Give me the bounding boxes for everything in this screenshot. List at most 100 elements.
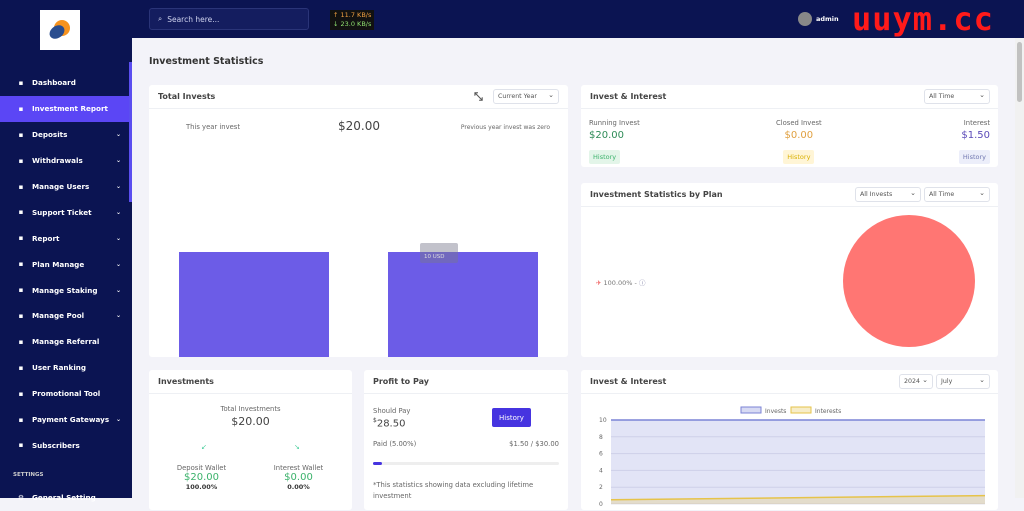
card-title: Invest & Interest — [590, 377, 667, 386]
area-chart: 10 8 6 4 2 0 Invests Interests — [599, 406, 986, 508]
sidebar-item-deposits[interactable]: ▪ Deposits ⌄ — [0, 122, 129, 148]
interest-history-button[interactable]: History — [958, 150, 990, 164]
chevron-down-icon: ⌄ — [115, 157, 121, 165]
settings-heading: SETTINGS — [13, 472, 44, 478]
chevron-down-icon: ⌄ — [115, 131, 121, 139]
sidebar-item-label: Manage Users — [32, 182, 90, 191]
legend-label: Interests — [815, 408, 841, 415]
bar-chart-icon: ▪ — [18, 104, 24, 113]
chevron-down-icon: ⌄ — [115, 208, 121, 216]
statistics-note: *This statistics showing data excluding … — [373, 481, 534, 500]
sidebar-item-investment-report[interactable]: ▪ Investment Report — [0, 95, 129, 122]
sidebar: ▪ Dashboard ▪ Investment Report ▪ Deposits ⌄ ▪ W… — [0, 0, 132, 502]
credit-card-icon: ▪ — [18, 415, 24, 424]
clipboard-icon: ▪ — [18, 260, 24, 269]
legend-text: 100.00% - — [603, 279, 637, 287]
sidebar-nav: ▪ Dashboard ▪ Investment Report ▪ Deposits ⌄ ▪ W… — [0, 70, 129, 458]
invest-interest-chart-card: Invest & Interest 2024 July 10 8 6 4 2 0 Inves… — [581, 370, 998, 510]
card-title: Invest & Interest — [590, 92, 667, 101]
sidebar-item-promotional-tool[interactable]: ▪ Promotional Tool — [0, 381, 129, 407]
sidebar-item-user-ranking[interactable]: ▪ User Ranking — [0, 355, 129, 381]
sidebar-item-manage-referral[interactable]: ▪ Manage Referral — [0, 329, 129, 355]
page-scrollbar[interactable] — [1015, 38, 1024, 498]
closed-value: $0.00 — [784, 130, 814, 141]
sidebar-item-label: Report — [32, 233, 60, 243]
ad-icon: ▪ — [18, 389, 24, 398]
pie-legend: ✈ 100.00% - ⓘ — [596, 277, 645, 287]
sidebar-item-label: Support Ticket — [32, 207, 92, 217]
sidebar-item-dashboard[interactable]: ▪ Dashboard — [0, 70, 129, 96]
chevron-down-icon: ⌄ — [115, 260, 121, 268]
info-icon: ⓘ — [638, 279, 646, 287]
bar[interactable] — [179, 252, 329, 357]
search-input[interactable]: ⌕ Search here... — [149, 8, 309, 30]
period-select[interactable]: All Time — [924, 89, 990, 104]
ticket-icon: ▪ — [18, 208, 24, 217]
arrow-down-left-icon: ↙ — [201, 443, 207, 451]
sidebar-item-plan-manage[interactable]: ▪ Plan Manage ⌄ — [0, 251, 129, 277]
sidebar-item-label: Manage Referral — [32, 337, 100, 347]
arrow-down-right-icon: ↘ — [294, 443, 300, 451]
interest-wallet-label: Interest Wallet — [273, 464, 324, 472]
bank-icon: ▪ — [18, 156, 24, 165]
chevron-down-icon: ⌄ — [115, 234, 121, 242]
sidebar-item-label: Withdrawals — [32, 156, 83, 166]
legend-swatch — [790, 406, 812, 414]
sidebar-scrollbar[interactable] — [129, 62, 132, 202]
avatar[interactable] — [798, 12, 812, 26]
sidebar-item-manage-staking[interactable]: ▪ Manage Staking ⌄ — [0, 277, 129, 303]
network-speed-overlay: ↑ 11.7 KB/s ↓ 23.0 KB/s — [330, 10, 375, 30]
search-placeholder: Search here... — [167, 14, 220, 24]
chevron-down-icon: ⌄ — [115, 312, 121, 320]
sidebar-item-support-ticket[interactable]: ▪ Support Ticket ⌄ — [0, 199, 129, 225]
year-select[interactable]: 2024 — [899, 374, 933, 389]
legend-label: Invests — [765, 408, 786, 415]
sidebar-item-payment-gateways[interactable]: ▪ Payment Gateways ⌄ — [0, 407, 129, 433]
interest-value: $1.50 — [961, 130, 990, 141]
total-invests-card: Total Invests ⤡ Current Year This year i… — [149, 85, 568, 357]
sidebar-item-subscribers[interactable]: ▪ Subscribers — [0, 432, 129, 458]
sidebar-item-label: Manage Pool — [32, 311, 85, 321]
running-value: $20.00 — [589, 130, 624, 141]
should-pay-label: Should Pay — [373, 407, 411, 415]
deposit-wallet-label: Deposit Wallet — [176, 464, 227, 472]
period-select[interactable]: Current Year — [493, 89, 559, 104]
profit-to-pay-card: Profit to Pay Should Pay $28.50 History … — [364, 370, 568, 510]
month-select[interactable]: July — [936, 374, 990, 389]
currency-symbol: $ — [373, 417, 377, 424]
card-title: Investments — [158, 377, 214, 386]
y-tick-label: 8 — [599, 434, 603, 441]
invest-filter-select[interactable]: All Invests — [855, 187, 921, 202]
closed-history-button[interactable]: History — [783, 150, 815, 164]
sidebar-item-manage-users[interactable]: ▪ Manage Users ⌄ — [0, 174, 129, 200]
user-menu[interactable]: admin — [816, 15, 839, 23]
sidebar-item-label: Manage Staking — [32, 285, 98, 295]
file-icon: ▪ — [18, 130, 24, 139]
sidebar-item-manage-pool[interactable]: ▪ Manage Pool ⌄ — [0, 303, 129, 329]
stats-by-plan-card: Investment Statistics by Plan All Invest… — [581, 183, 998, 357]
collapse-icon[interactable]: ⤡ — [474, 90, 483, 103]
card-title: Investment Statistics by Plan — [590, 190, 723, 199]
y-tick-label: 10 — [599, 417, 607, 424]
total-investments-label: Total Investments — [220, 405, 281, 413]
closed-label: Closed Invest — [776, 119, 822, 127]
deposit-wallet-pct: 100.00% — [185, 483, 218, 491]
running-history-button[interactable]: History — [589, 150, 621, 164]
logo[interactable] — [40, 10, 80, 50]
total-invest-amount: $20.00 — [338, 119, 380, 133]
interest-wallet-pct: 0.00% — [287, 483, 310, 491]
y-tick-label: 4 — [599, 467, 603, 474]
chart-tooltip: 10 USD — [420, 243, 458, 263]
deposit-wallet-value: $20.00 — [184, 472, 219, 483]
sidebar-item-withdrawals[interactable]: ▪ Withdrawals ⌄ — [0, 148, 129, 174]
this-year-label: This year invest — [186, 123, 240, 131]
period-select[interactable]: All Time — [924, 187, 990, 202]
thumbs-up-icon: ▪ — [18, 441, 24, 450]
card-title: Total Invests — [158, 92, 216, 101]
staking-icon: ▪ — [18, 286, 24, 295]
sidebar-item-report[interactable]: ▪ Report ⌄ — [0, 225, 129, 251]
download-speed: ↓ 23.0 KB/s — [333, 20, 372, 28]
legend-swatch — [740, 406, 762, 414]
history-button[interactable]: History — [492, 408, 531, 427]
bar[interactable] — [388, 252, 538, 357]
